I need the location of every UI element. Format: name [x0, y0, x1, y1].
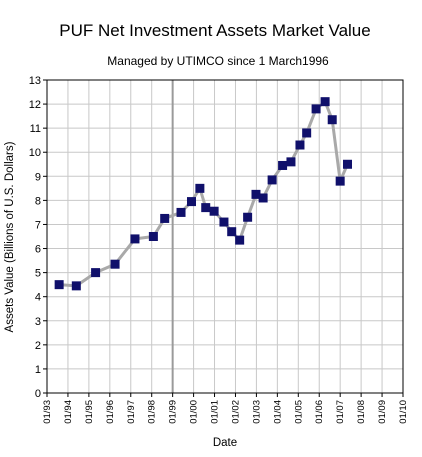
- y-axis-label: Assets Value (Billions of U.S. Dollars): [4, 141, 16, 332]
- y-tick-label: 1: [35, 364, 41, 376]
- x-axis-ticks: 01/93 01/94 01/95 01/96 01/97 01/98 01/99 01/00…: [42, 393, 409, 424]
- data-point: [148, 232, 158, 241]
- chart-title: PUF Net Investment Assets Market Value: [59, 21, 370, 40]
- x-tick-label: 01/98: [147, 400, 158, 424]
- data-point: [54, 280, 64, 290]
- data-point: [235, 235, 245, 245]
- x-tick-label: 01/10: [398, 400, 409, 424]
- y-tick-label: 9: [35, 171, 41, 183]
- data-point: [186, 197, 196, 207]
- data-point: [110, 259, 120, 269]
- x-tick-label: 01/06: [314, 400, 325, 424]
- data-point: [286, 157, 296, 167]
- data-point: [195, 183, 205, 193]
- data-point: [335, 176, 345, 186]
- y-tick-label: 6: [35, 244, 41, 256]
- series-markers: [54, 97, 353, 291]
- data-point: [71, 281, 81, 291]
- chart-subtitle: Managed by UTIMCO since 1 March1996: [107, 54, 329, 68]
- data-point: [258, 193, 268, 203]
- y-tick-label: 3: [35, 316, 41, 328]
- data-point: [320, 97, 330, 107]
- y-tick-label: 8: [35, 195, 41, 207]
- y-tick-label: 7: [35, 219, 41, 231]
- x-tick-label: 01/94: [63, 400, 74, 424]
- data-point: [243, 212, 253, 222]
- x-tick-label: 01/96: [105, 400, 116, 424]
- x-tick-label: 01/02: [230, 400, 241, 424]
- x-tick-label: 01/00: [189, 400, 200, 424]
- y-tick-label: 13: [29, 75, 41, 87]
- data-point: [251, 189, 261, 199]
- data-point: [327, 115, 337, 125]
- data-point: [343, 159, 353, 169]
- y-tick-label: 12: [29, 99, 41, 111]
- x-tick-label: 01/09: [377, 400, 388, 424]
- y-tick-label: 5: [35, 268, 41, 280]
- data-point: [201, 203, 211, 213]
- grid: [46, 79, 404, 394]
- x-tick-label: 01/01: [210, 400, 221, 424]
- x-tick-label: 01/03: [251, 400, 262, 424]
- x-tick-label: 01/07: [335, 400, 346, 424]
- x-tick-label: 01/04: [272, 400, 283, 424]
- data-point: [130, 234, 140, 244]
- x-tick-label: 01/93: [42, 400, 53, 424]
- x-tick-label: 01/08: [356, 400, 367, 424]
- data-point: [209, 206, 219, 216]
- y-tick-label: 0: [35, 388, 41, 400]
- x-tick-label: 01/99: [168, 400, 179, 424]
- x-tick-label: 01/97: [126, 400, 137, 424]
- data-point: [302, 128, 312, 138]
- data-point: [278, 160, 288, 170]
- data-point: [219, 217, 229, 227]
- data-point: [267, 175, 277, 185]
- y-tick-label: 11: [30, 123, 41, 135]
- data-point: [160, 213, 170, 223]
- x-tick-label: 01/95: [84, 400, 95, 424]
- y-tick-label: 2: [35, 340, 41, 352]
- y-tick-label: 10: [29, 147, 41, 159]
- data-point: [311, 104, 321, 114]
- data-point: [91, 268, 101, 278]
- data-point: [227, 227, 237, 237]
- plot-border: [46, 79, 404, 394]
- x-tick-label: 01/05: [293, 400, 304, 424]
- data-point: [176, 207, 186, 217]
- data-point: [295, 140, 305, 150]
- x-axis-label: Date: [213, 437, 237, 449]
- y-tick-label: 4: [35, 292, 41, 304]
